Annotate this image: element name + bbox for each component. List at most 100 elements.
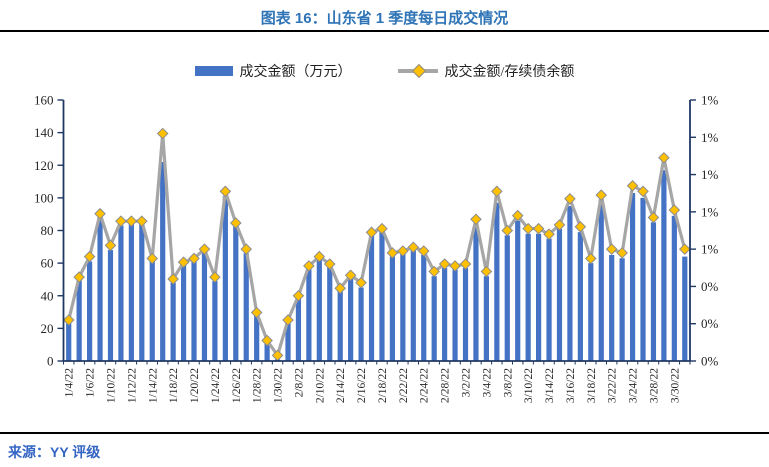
diamond-marker <box>491 185 503 198</box>
bar <box>201 253 208 361</box>
left-tick-label: 40 <box>41 288 54 303</box>
right-tick-label: 1% <box>701 167 719 182</box>
bar <box>264 343 270 361</box>
diamond-marker-icon <box>411 63 426 79</box>
bar <box>609 254 615 361</box>
bar <box>97 219 103 361</box>
x-tick-label: 3/30/22 <box>669 368 681 403</box>
diamond-marker <box>188 252 200 265</box>
x-tick-label: 2/10/22 <box>314 368 326 403</box>
bar <box>128 223 134 361</box>
diamond-marker <box>553 219 566 231</box>
footer-divider <box>0 432 769 434</box>
diamond-marker <box>376 222 388 235</box>
diamond-marker <box>626 179 639 192</box>
bar <box>337 290 343 361</box>
left-tick-label: 80 <box>41 223 54 238</box>
diamond-marker <box>417 245 430 257</box>
bar <box>431 276 437 361</box>
bar <box>452 269 458 361</box>
bar <box>515 220 521 361</box>
bar <box>306 269 312 361</box>
diamond-marker <box>94 207 106 220</box>
bar <box>504 235 510 361</box>
left-tick-label: 0 <box>47 354 54 369</box>
bar <box>640 197 646 362</box>
bar <box>139 223 145 361</box>
diamond-marker <box>156 127 169 140</box>
diamond-marker <box>668 204 681 216</box>
x-tick-label: 1/4/22 <box>64 368 76 398</box>
diamond-marker <box>292 289 305 302</box>
x-tick-label: 1/24/22 <box>210 368 222 403</box>
diamond-marker <box>532 222 545 235</box>
bar <box>316 259 322 361</box>
bar <box>180 263 187 362</box>
legend-item-line: 成交金额/存续债余额 <box>397 61 574 81</box>
x-tick-label: 1/28/22 <box>252 368 264 403</box>
diamond-marker <box>449 260 461 272</box>
bar <box>191 261 197 361</box>
bar <box>462 268 469 361</box>
x-tick-label: 1/30/22 <box>273 368 285 403</box>
x-tick-label: 1/14/22 <box>147 368 159 403</box>
left-tick-label: 60 <box>41 256 54 271</box>
line-marker-swatch-icon <box>397 63 438 79</box>
x-tick-label: 1/18/22 <box>168 368 180 403</box>
diamond-marker <box>647 211 660 224</box>
legend-bar-label: 成交金额（万元） <box>239 65 352 80</box>
right-tick-label: 1% <box>701 204 719 219</box>
chart-legend: 成交金额（万元） 成交金额/存续债余额 <box>0 61 769 81</box>
bar <box>410 250 416 361</box>
bar <box>170 282 176 361</box>
bar <box>629 192 636 361</box>
diamond-marker <box>250 306 263 319</box>
diamond-marker <box>658 151 670 164</box>
diamond-marker <box>407 241 420 254</box>
legend-item-bar: 成交金额（万元） <box>194 61 352 81</box>
diamond-marker <box>428 265 440 278</box>
bar <box>567 206 573 361</box>
bar <box>285 321 291 361</box>
diamond-marker <box>62 314 75 326</box>
diamond-marker <box>240 243 253 255</box>
bar <box>348 277 354 361</box>
line-series <box>62 127 691 362</box>
x-tick-label: 1/20/22 <box>189 368 201 403</box>
chart-title: 图表 16：山东省 1 季度每日成交情况 <box>260 10 509 27</box>
diamond-marker <box>459 258 472 270</box>
ratio-line <box>67 131 687 358</box>
bar <box>76 279 82 361</box>
diamond-marker <box>480 265 493 278</box>
bar <box>400 253 406 361</box>
diamond-marker <box>136 215 148 227</box>
right-tick-label: 0% <box>701 279 719 294</box>
diamond-marker <box>616 247 628 259</box>
diamond-marker <box>209 271 221 283</box>
x-tick-label: 1/12/22 <box>126 368 138 403</box>
diamond-marker <box>355 276 367 289</box>
right-tick-label: 1% <box>701 93 719 108</box>
diamond-marker <box>595 189 608 201</box>
x-tick-label: 2/18/22 <box>377 368 389 403</box>
x-tick-label: 3/16/22 <box>565 368 577 403</box>
diamond-marker <box>511 209 524 222</box>
diamond-marker <box>564 193 576 205</box>
title-divider <box>0 30 769 32</box>
axes: 0 20 40 60 80 100 120 140 160 1% 1% 1% 1% 1% 0% 0% 0% <box>34 93 719 369</box>
diamond-marker <box>177 256 190 268</box>
bar <box>671 215 677 361</box>
bar <box>149 261 155 361</box>
bar <box>254 315 260 361</box>
left-tick-label: 20 <box>41 321 54 336</box>
bar <box>107 250 114 361</box>
diamond-marker <box>574 220 587 233</box>
diamond-marker <box>637 185 649 198</box>
bar <box>536 233 542 361</box>
left-tick-label: 160 <box>34 93 54 108</box>
diamond-marker <box>282 314 294 326</box>
bar <box>327 266 333 361</box>
right-tick-label: 1% <box>701 130 719 145</box>
bar <box>588 263 594 362</box>
x-tick-label: 3/2/22 <box>461 368 473 398</box>
